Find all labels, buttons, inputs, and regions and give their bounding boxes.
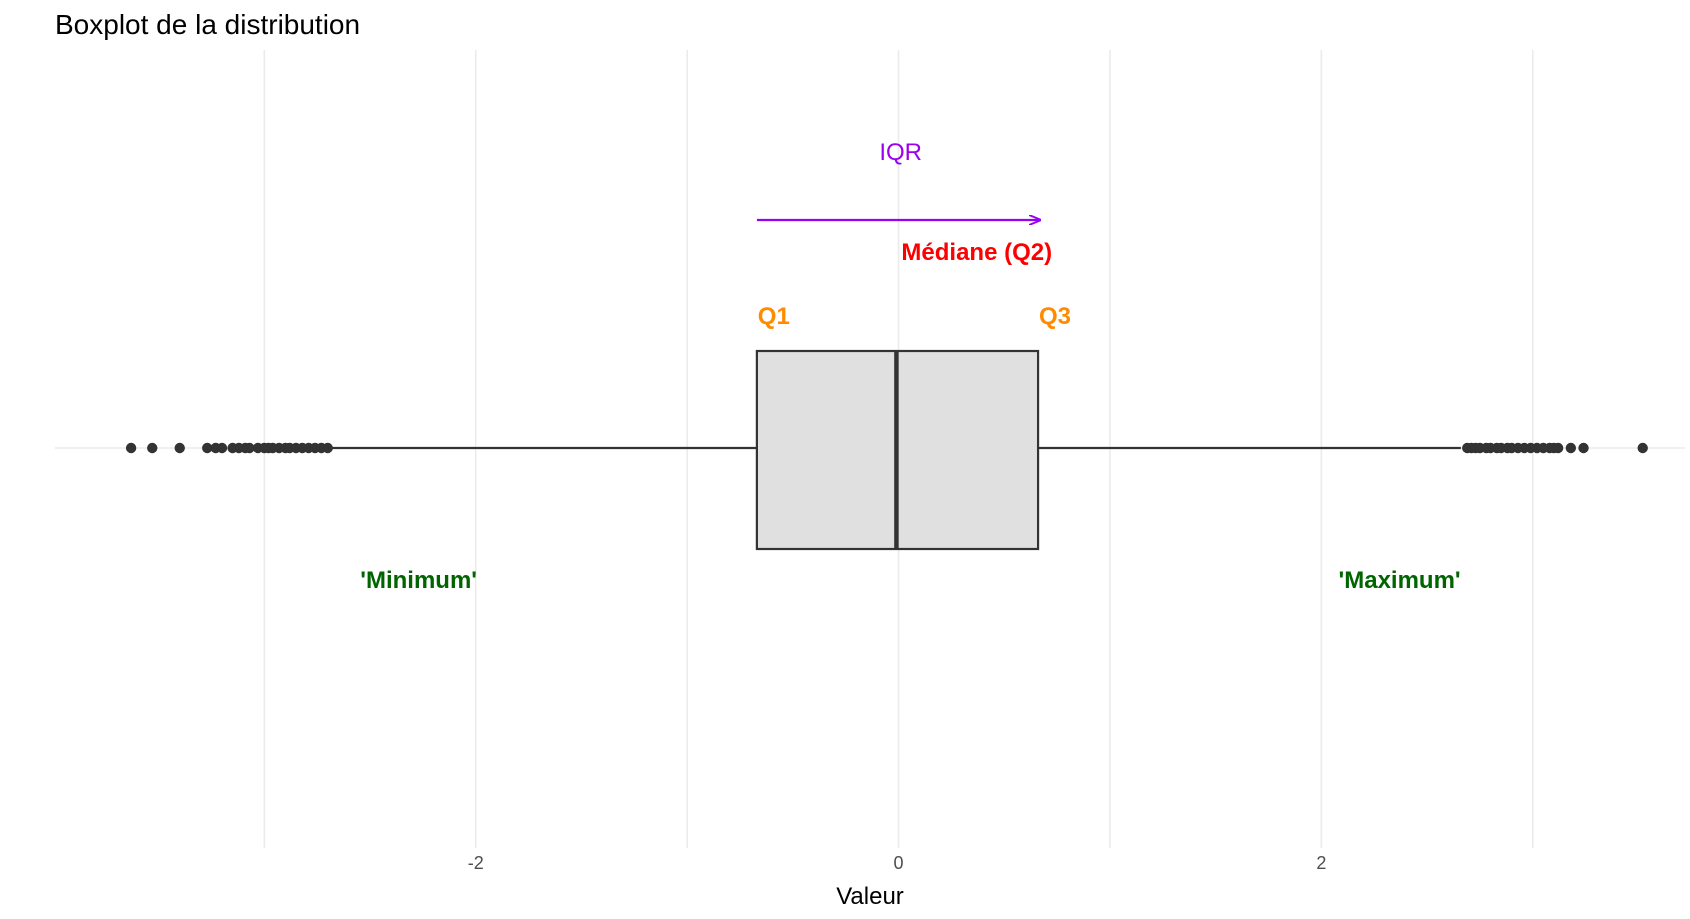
outlier-point bbox=[1552, 442, 1564, 454]
outlier-point bbox=[322, 442, 333, 454]
outlier-point bbox=[125, 442, 137, 454]
outlier-point bbox=[1565, 442, 1577, 454]
annotations: IQR Médiane (Q2) Q1 Q3 'Minimum' 'Maximum' bbox=[360, 139, 1460, 594]
annotation-label: Q1 bbox=[758, 303, 790, 330]
annotation-label: 'Maximum' bbox=[1339, 567, 1461, 594]
x-tick-label: -2 bbox=[468, 853, 484, 873]
outlier-point bbox=[174, 442, 185, 454]
outlier-point bbox=[147, 442, 158, 454]
chart-title: Boxplot de la distribution bbox=[55, 9, 360, 40]
annotation-label: 'Minimum' bbox=[360, 567, 477, 594]
x-axis-ticks: -2 0 2 bbox=[468, 853, 1327, 873]
annotation-label: IQR bbox=[879, 139, 922, 166]
outlier-point bbox=[202, 442, 213, 454]
outlier-point bbox=[244, 442, 255, 454]
outliers bbox=[125, 442, 1648, 454]
x-axis-title: Valeur bbox=[836, 883, 904, 910]
annotation-label: Q3 bbox=[1039, 303, 1071, 330]
outlier-point bbox=[216, 442, 228, 454]
box-layer bbox=[755, 349, 1040, 551]
x-tick-label: 2 bbox=[1316, 853, 1326, 873]
outlier-point bbox=[1578, 442, 1589, 454]
x-tick-label: 0 bbox=[894, 853, 904, 873]
outlier-point bbox=[1637, 442, 1648, 454]
annotation-label: Médiane (Q2) bbox=[901, 239, 1052, 266]
